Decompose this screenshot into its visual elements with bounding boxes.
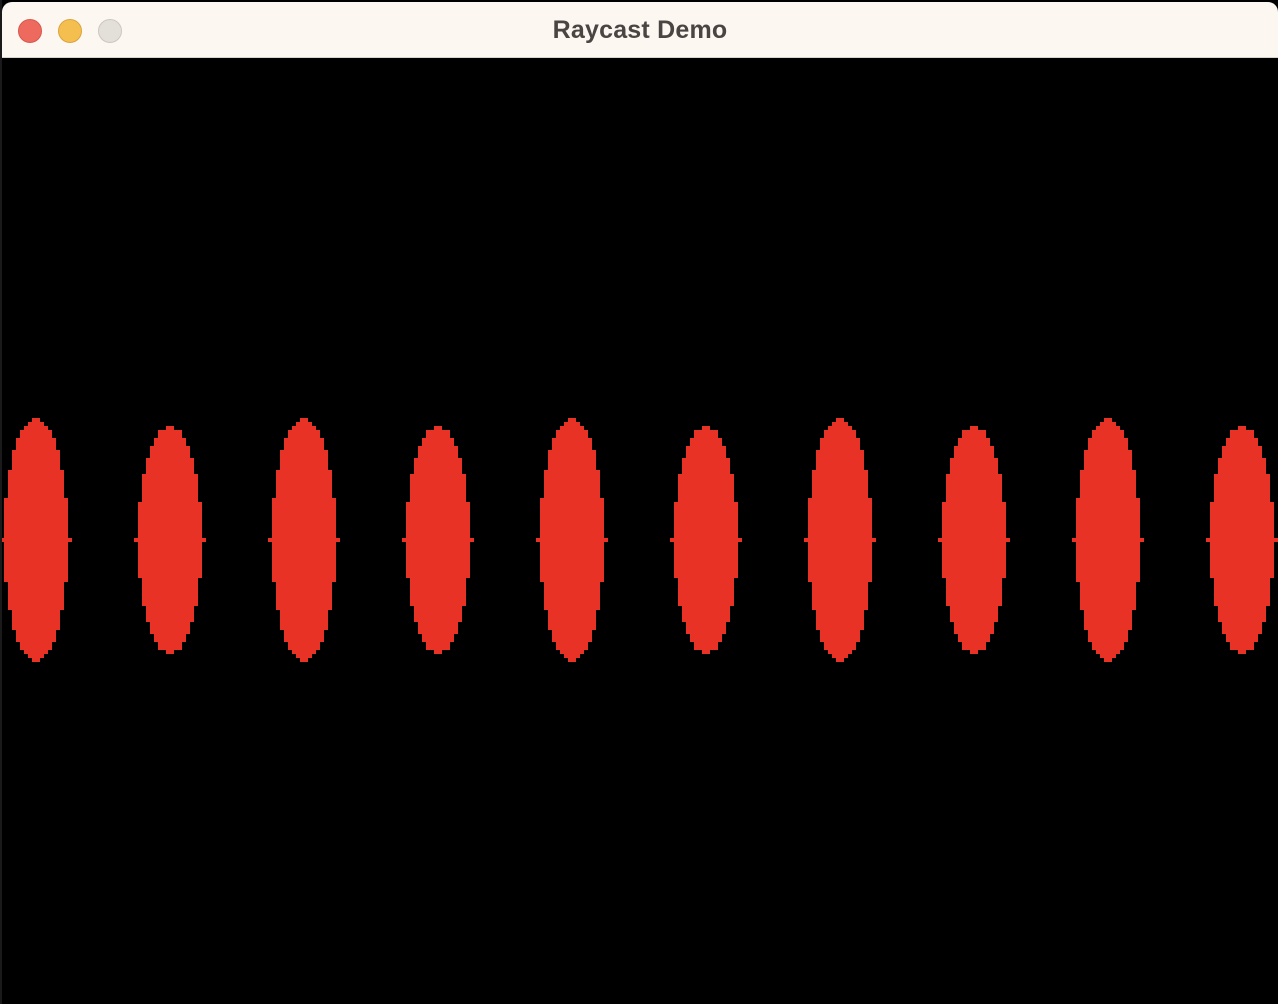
title-bar[interactable]: Raycast Demo (2, 2, 1278, 58)
zoom-button[interactable] (98, 19, 122, 43)
sprite-6 (670, 426, 742, 654)
sprite-1 (2, 418, 72, 662)
sprite-3 (268, 418, 340, 662)
sprite-10 (1206, 426, 1278, 654)
sprite-row (2, 418, 1278, 662)
sprite-8 (938, 426, 1010, 654)
sprite-4 (402, 426, 474, 654)
window-edge (0, 0, 2, 1004)
minimize-button[interactable] (58, 19, 82, 43)
sprite-2 (134, 426, 206, 654)
render-viewport[interactable] (2, 58, 1278, 1004)
sprite-9 (1072, 418, 1144, 662)
sprite-7 (804, 418, 876, 662)
close-button[interactable] (18, 19, 42, 43)
window-title: Raycast Demo (552, 16, 728, 44)
sprite-5 (536, 418, 608, 662)
